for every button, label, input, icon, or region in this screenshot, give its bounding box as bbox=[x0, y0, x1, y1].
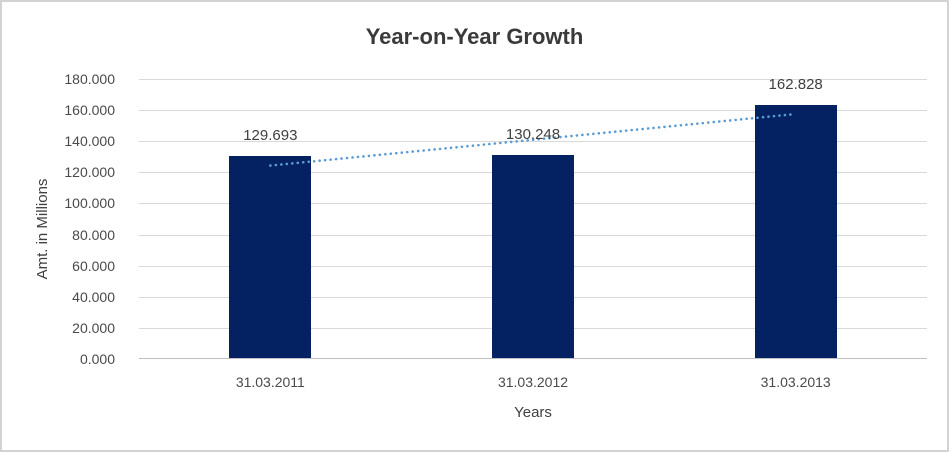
gridline bbox=[139, 141, 927, 143]
y-tick-label: 0.000 bbox=[79, 351, 115, 367]
y-tick-label: 160.000 bbox=[64, 102, 115, 119]
y-tick-label: 40.000 bbox=[72, 288, 115, 305]
x-tick-label: 31.03.2012 bbox=[497, 374, 569, 390]
bar-31.03.2012[interactable] bbox=[492, 155, 574, 358]
gridline bbox=[139, 79, 927, 80]
bar-31.03.2011[interactable] bbox=[229, 156, 312, 358]
trendline-dotted[interactable] bbox=[269, 112, 797, 167]
trendline[interactable] bbox=[139, 79, 927, 359]
y-tick-label: 80.000 bbox=[72, 226, 115, 243]
y-tick-label: 180.000 bbox=[64, 71, 115, 87]
chart-title[interactable]: Year-on-Year Growth bbox=[365, 24, 584, 49]
x-axis-title: Years bbox=[514, 404, 552, 421]
y-tick-label: 100.000 bbox=[64, 195, 115, 212]
y-tick-label: 60.000 bbox=[72, 257, 115, 274]
y-tick-label: 140.000 bbox=[64, 133, 115, 150]
data-label: 162.828 bbox=[768, 75, 823, 93]
data-label: 129.693 bbox=[243, 127, 298, 145]
x-tick-label: 31.03.2013 bbox=[760, 374, 831, 390]
gridline bbox=[139, 110, 927, 112]
y-tick-label: 120.000 bbox=[64, 164, 115, 181]
bar-31.03.2013[interactable] bbox=[754, 104, 837, 358]
x-axis-tick-labels: 31.03.2011 31.03.2012 31.03.2013 bbox=[139, 374, 927, 390]
data-label: 130.248 bbox=[505, 126, 561, 144]
plot-area[interactable]: 129.693 130.248 162.828 bbox=[139, 75, 927, 359]
y-tick-label: 20.000 bbox=[72, 319, 115, 336]
x-tick-label: 31.03.2011 bbox=[235, 374, 305, 390]
